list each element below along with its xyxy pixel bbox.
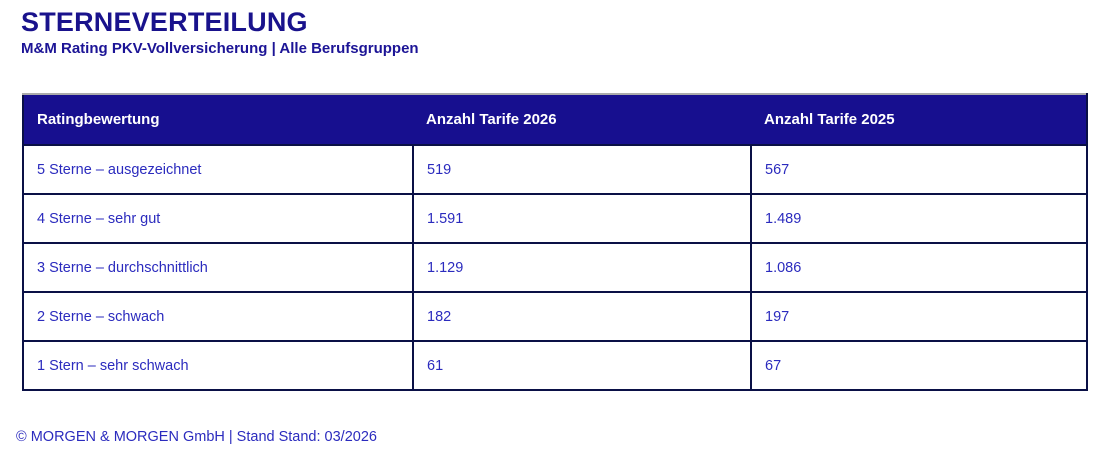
value-2026-cell: 519: [412, 144, 752, 195]
footer-copyright: © MORGEN & MORGEN GmbH | Stand Stand: 03…: [16, 429, 377, 445]
value-2026-cell: 1.591: [412, 193, 752, 244]
table-row: 5 Sterne – ausgezeichnet 519 567: [22, 144, 1088, 195]
table-header-row: Ratingbewertung Anzahl Tarife 2026 Anzah…: [23, 94, 1087, 145]
table-row: 2 Sterne – schwach 182 197: [22, 291, 1088, 342]
rating-label-cell: 3 Sterne – durchschnittlich: [22, 242, 414, 293]
table-row: 1 Stern – sehr schwach 61 67: [22, 340, 1088, 391]
value-2026-cell: 182: [412, 291, 752, 342]
value-2025-cell: 567: [750, 144, 1088, 195]
rating-label-cell: 2 Sterne – schwach: [22, 291, 414, 342]
value-2025-cell: 1.086: [750, 242, 1088, 293]
ratings-table: Ratingbewertung Anzahl Tarife 2026 Anzah…: [22, 93, 1088, 391]
table-row: 4 Sterne – sehr gut 1.591 1.489: [22, 193, 1088, 244]
rating-label-cell: 5 Sterne – ausgezeichnet: [22, 144, 414, 195]
rating-label-cell: 4 Sterne – sehr gut: [22, 193, 414, 244]
value-2026-cell: 61: [412, 340, 752, 391]
column-header-ratingbewertung: Ratingbewertung: [23, 94, 413, 145]
rating-label-cell: 1 Stern – sehr schwach: [22, 340, 414, 391]
value-2025-cell: 197: [750, 291, 1088, 342]
column-header-anzahl-tarife-2026: Anzahl Tarife 2026: [413, 94, 751, 145]
value-2025-cell: 67: [750, 340, 1088, 391]
value-2026-cell: 1.129: [412, 242, 752, 293]
table-row: 3 Sterne – durchschnittlich 1.129 1.086: [22, 242, 1088, 293]
column-header-anzahl-tarife-2025: Anzahl Tarife 2025: [751, 94, 1087, 145]
page-subtitle: M&M Rating PKV-Vollversicherung | Alle B…: [21, 40, 419, 57]
page-title: STERNEVERTEILUNG: [21, 7, 308, 37]
value-2025-cell: 1.489: [750, 193, 1088, 244]
